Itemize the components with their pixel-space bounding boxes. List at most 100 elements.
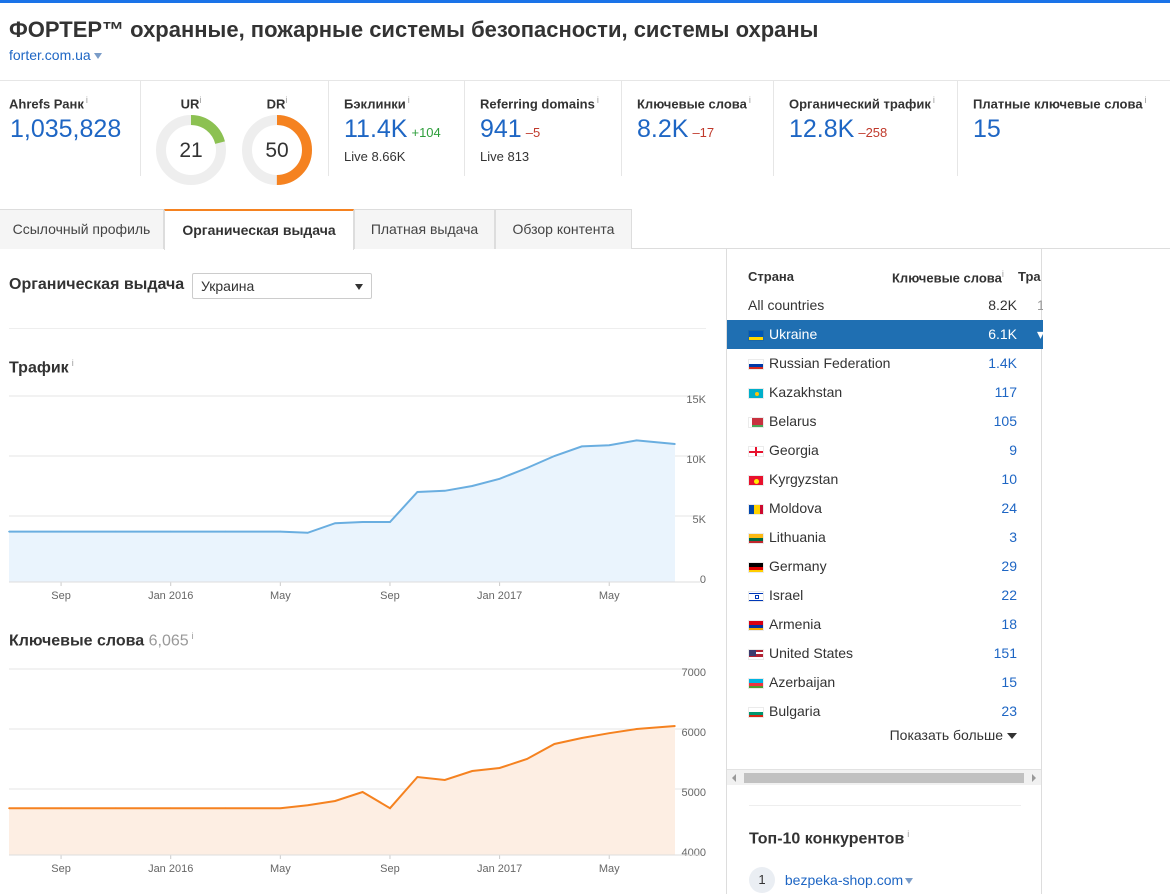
tab-backlink-profile[interactable]: Ссылочный профиль <box>0 209 164 249</box>
metric-value[interactable]: 941 <box>480 115 522 143</box>
info-icon[interactable]: i <box>71 358 74 368</box>
data-point[interactable] <box>581 445 583 448</box>
col-header-keywords[interactable]: Ключевые словаi <box>892 269 1004 285</box>
data-point[interactable] <box>306 804 309 806</box>
info-icon[interactable]: i <box>932 95 935 105</box>
country-name: Kazakhstan <box>769 384 843 400</box>
data-point[interactable] <box>60 807 62 809</box>
site-url-dropdown[interactable]: forter.com.ua <box>9 47 102 63</box>
data-point[interactable] <box>115 807 117 809</box>
data-point[interactable] <box>635 728 638 730</box>
metric-value[interactable]: 15 <box>973 115 1001 143</box>
data-point[interactable] <box>471 770 473 772</box>
data-point[interactable] <box>553 455 556 457</box>
data-point[interactable] <box>169 807 172 809</box>
series-line[interactable] <box>9 725 676 810</box>
col-header-country[interactable]: Страна <box>748 269 795 284</box>
data-point[interactable] <box>306 532 309 534</box>
metric-value[interactable]: 1,035,828 <box>10 115 122 143</box>
data-point[interactable] <box>526 758 528 760</box>
data-point[interactable] <box>389 807 391 809</box>
data-point[interactable] <box>224 530 227 533</box>
country-name: All countries <box>748 297 825 313</box>
data-point[interactable] <box>635 439 638 442</box>
data-point[interactable] <box>389 521 391 523</box>
tab-organic-search[interactable]: Органическая выдача <box>164 209 354 250</box>
data-point[interactable] <box>334 800 336 802</box>
tab-paid-search[interactable]: Платная выдача <box>354 209 495 249</box>
data-point[interactable] <box>443 490 446 492</box>
data-point[interactable] <box>8 807 10 809</box>
info-icon[interactable]: i <box>85 95 88 105</box>
data-point[interactable] <box>674 725 676 727</box>
info-icon[interactable]: i <box>407 95 410 105</box>
data-point[interactable] <box>279 530 282 533</box>
country-row[interactable]: Belarus 105 <box>727 407 1043 436</box>
country-row[interactable]: United States 151 <box>727 639 1043 668</box>
country-row[interactable]: Germany 29 <box>727 552 1043 581</box>
info-icon[interactable]: i <box>1001 269 1004 279</box>
country-row[interactable]: Ukraine 6.1K ▾ <box>727 320 1043 349</box>
section-tabs: Ссылочный профиль Органическая выдача Пл… <box>0 209 1170 250</box>
info-icon[interactable]: i <box>748 95 751 105</box>
country-row[interactable]: Georgia 9 <box>727 436 1043 465</box>
metric-value[interactable]: 8.2K <box>637 115 689 143</box>
data-point[interactable] <box>608 732 611 734</box>
data-point[interactable] <box>279 807 282 809</box>
data-point[interactable] <box>498 767 501 769</box>
scroll-right-icon[interactable] <box>1032 774 1036 782</box>
data-point[interactable] <box>169 530 172 533</box>
info-icon[interactable]: i <box>907 829 910 839</box>
flag-am-icon <box>748 620 764 631</box>
dr-donut: 50 <box>242 115 312 186</box>
info-icon[interactable]: i <box>596 95 599 105</box>
data-point[interactable] <box>553 743 556 745</box>
data-point[interactable] <box>8 530 10 533</box>
data-point[interactable] <box>608 444 611 446</box>
country-row[interactable]: Israel 22 <box>727 581 1043 610</box>
data-point[interactable] <box>581 737 583 739</box>
x-tick-label: May <box>599 590 620 602</box>
tab-content-overview[interactable]: Обзор контента <box>495 209 632 249</box>
scrollbar-thumb[interactable] <box>744 773 1024 783</box>
info-icon[interactable]: i <box>199 95 202 105</box>
country-row[interactable]: Azerbaijan 15 <box>727 668 1043 697</box>
info-icon[interactable]: i <box>191 631 194 641</box>
series-line[interactable] <box>9 439 676 534</box>
data-point[interactable] <box>361 521 364 523</box>
data-point[interactable] <box>526 467 528 469</box>
data-point[interactable] <box>334 522 336 524</box>
country-row[interactable]: Moldova 24 <box>727 494 1043 523</box>
country-name: Bulgaria <box>769 703 821 719</box>
metric-value[interactable]: 12.8K <box>789 115 855 143</box>
data-point[interactable] <box>498 478 501 480</box>
data-point[interactable] <box>443 779 446 781</box>
horizontal-scrollbar[interactable] <box>727 769 1041 785</box>
country-row-all[interactable]: All countries 8.2K 1 <box>727 291 1043 320</box>
col-header-traffic[interactable]: Тра <box>1018 269 1041 284</box>
country-row[interactable]: Kazakhstan 117 <box>727 378 1043 407</box>
country-row[interactable]: Armenia 18 <box>727 610 1043 639</box>
country-row[interactable]: Lithuania 3 <box>727 523 1043 552</box>
info-icon[interactable]: i <box>285 95 288 105</box>
data-point[interactable] <box>224 807 227 809</box>
scroll-left-icon[interactable] <box>732 774 736 782</box>
country-select[interactable]: Украина <box>192 273 372 299</box>
data-point[interactable] <box>674 443 676 445</box>
metric-value[interactable]: 11.4K <box>344 115 408 143</box>
data-point[interactable] <box>60 530 62 533</box>
data-point[interactable] <box>471 485 473 487</box>
ur-gauge[interactable]: URi 21 <box>151 95 231 187</box>
country-row[interactable]: Kyrgyzstan 10 <box>727 465 1043 494</box>
data-point[interactable] <box>416 491 419 493</box>
competitor-link[interactable]: bezpeka-shop.com <box>785 872 914 888</box>
info-icon[interactable]: i <box>1144 95 1147 105</box>
dr-gauge[interactable]: DRi 50 <box>237 95 317 187</box>
data-point[interactable] <box>115 530 117 533</box>
data-point[interactable] <box>361 791 364 793</box>
data-point[interactable] <box>416 776 419 778</box>
country-row[interactable]: Russian Federation 1.4K <box>727 349 1043 378</box>
x-tick-label: May <box>270 863 291 875</box>
show-more-button[interactable]: Показать больше <box>890 727 1017 743</box>
country-row[interactable]: Bulgaria 23 <box>727 697 1043 726</box>
